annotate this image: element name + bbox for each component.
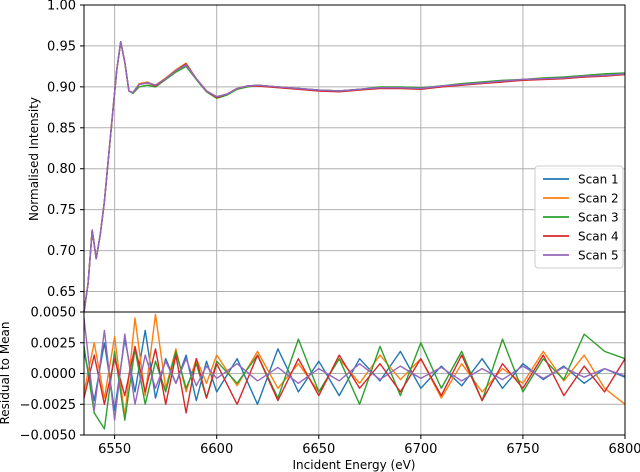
top-panel-series xyxy=(83,41,626,313)
legend-label-5: Scan 5 xyxy=(578,249,619,263)
legend-label-3: Scan 3 xyxy=(578,211,619,225)
top-series-line-5 xyxy=(83,41,626,313)
top-ytick-label-7: 1.00 xyxy=(47,0,76,14)
legend-label-1: Scan 1 xyxy=(578,173,619,187)
xtick-label-0: 6550 xyxy=(98,442,131,457)
legend-label-2: Scan 2 xyxy=(578,192,619,206)
bottom-panel-series xyxy=(83,313,626,430)
xtick-label-2: 6650 xyxy=(302,442,335,457)
top-ytick-label-1: 0.70 xyxy=(47,244,76,259)
legend: Scan 1 Scan 2 Scan 3 Scan 4 Scan 5 xyxy=(534,165,624,269)
top-ytick-label-3: 0.80 xyxy=(47,162,76,177)
bottom-panel-x-ticks: 6550 6600 6650 6700 6750 6800 xyxy=(98,435,640,457)
top-ytick-label-5: 0.90 xyxy=(47,80,76,95)
xtick-label-1: 6600 xyxy=(200,442,233,457)
xtick-label-5: 6800 xyxy=(608,442,640,457)
bottom-ytick-label-3: 0.0025 xyxy=(31,336,77,351)
xlabel: Incident Energy (eV) xyxy=(293,458,416,472)
legend-label-4: Scan 4 xyxy=(578,230,619,244)
top-panel-y-ticks: 0.65 0.70 0.75 0.80 0.85 0.90 0.95 1.00 xyxy=(47,0,84,300)
bottom-series-line-4 xyxy=(83,345,626,414)
xtick-label-4: 6750 xyxy=(506,442,539,457)
bottom-series-line-5 xyxy=(83,318,626,421)
xtick-label-3: 6700 xyxy=(404,442,437,457)
top-ytick-label-2: 0.75 xyxy=(47,203,76,218)
top-ytick-label-0: 0.65 xyxy=(47,285,76,300)
bottom-ytick-label-4: 0.0050 xyxy=(31,306,77,321)
top-ytick-label-6: 0.95 xyxy=(47,39,76,54)
legend-items: Scan 1 Scan 2 Scan 3 Scan 4 Scan 5 xyxy=(543,173,619,263)
bottom-ytick-label-1: −0.0025 xyxy=(20,398,76,413)
top-ylabel: Normalised Intensity xyxy=(27,97,41,221)
bottom-ytick-label-0: −0.0050 xyxy=(20,429,76,444)
top-ytick-label-4: 0.85 xyxy=(47,121,76,136)
bottom-ylabel: Residual to Mean xyxy=(0,321,12,424)
bottom-panel-y-ticks: −0.0050 −0.0025 0.0000 0.0025 0.0050 xyxy=(20,306,84,444)
legend-box xyxy=(534,165,624,269)
bottom-ytick-label-2: 0.0000 xyxy=(31,367,77,382)
